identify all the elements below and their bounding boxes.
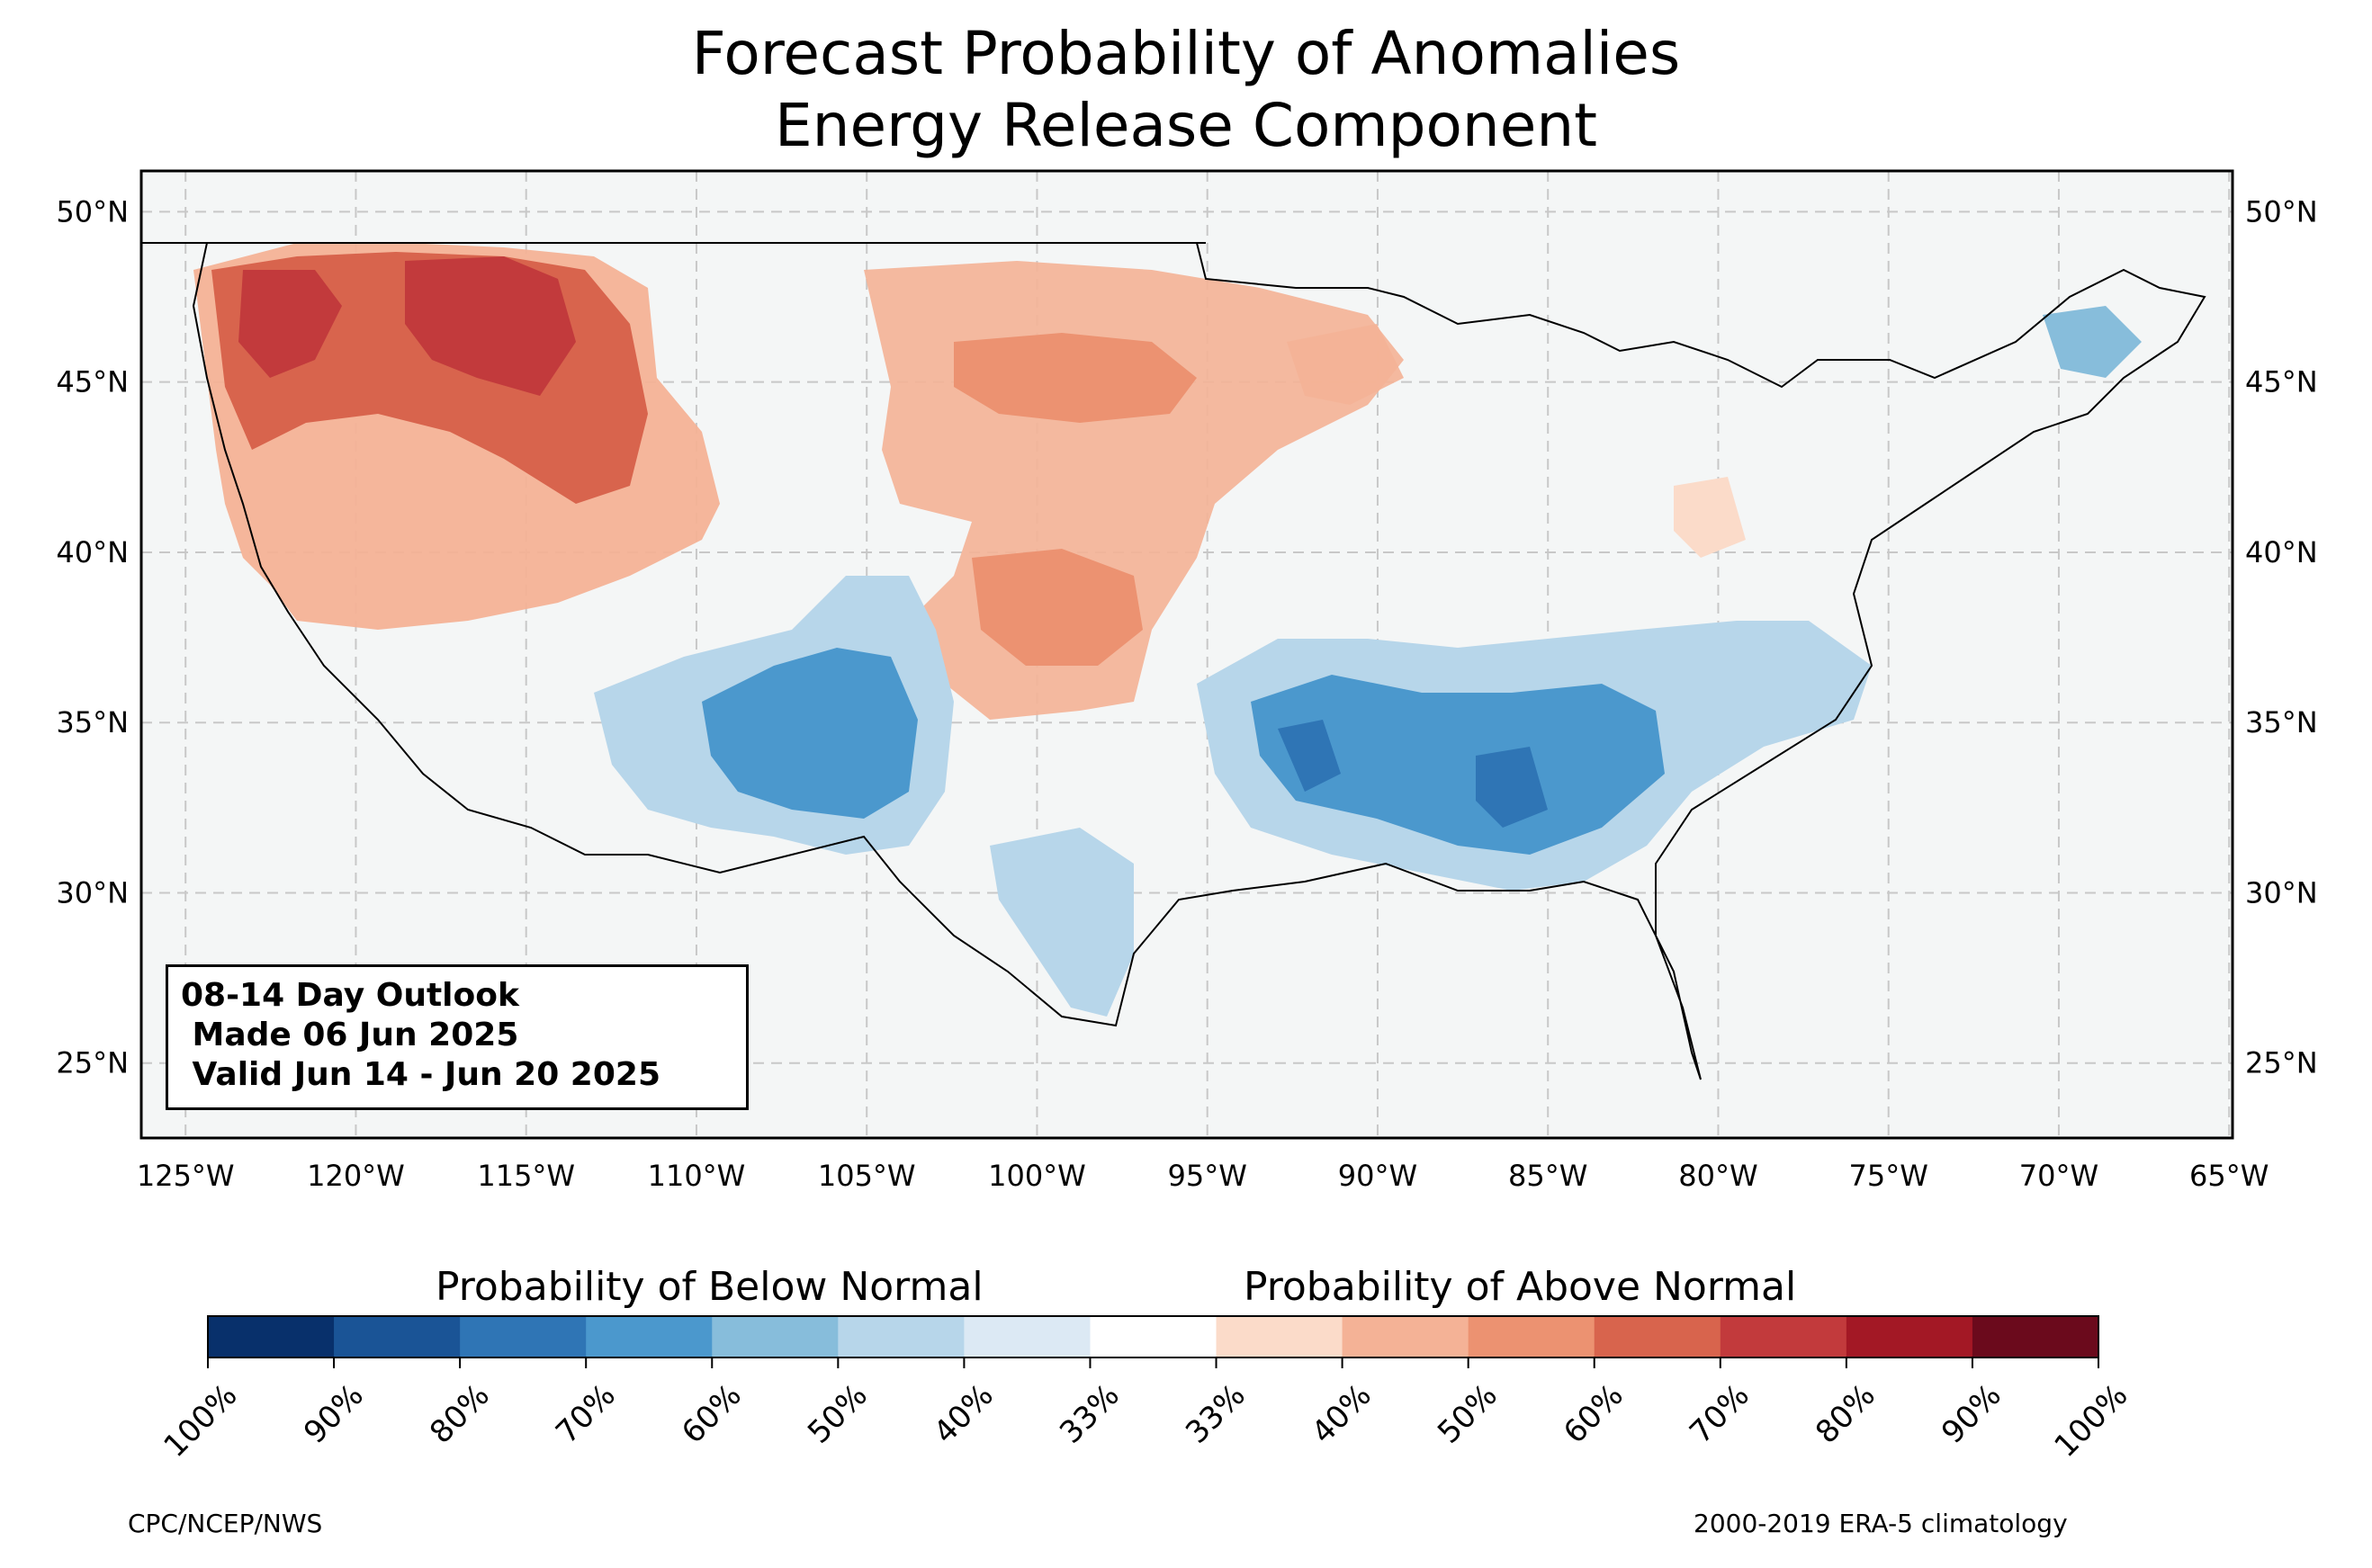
valid-period: Valid Jun 14 - Jun 20 2025: [181, 1056, 661, 1093]
below-normal-region-new-england: [2043, 306, 2142, 378]
latitude-label: 30°N: [56, 875, 129, 909]
colorbar-swatch: [1216, 1316, 1343, 1357]
colorbar-swatch: [1720, 1316, 1847, 1357]
map-frame: [139, 169, 2234, 1140]
below-normal-region-texas: [990, 828, 1134, 1017]
longitude-label: 90°W: [1338, 1159, 1417, 1193]
above-normal-region-idaho-montana: [405, 256, 576, 396]
below-normal-label: Probability of Below Normal: [436, 1264, 984, 1310]
latitude-label: 25°N: [56, 1046, 129, 1080]
latitude-label: 35°N: [2245, 705, 2318, 739]
colorbar-swatch: [964, 1316, 1091, 1357]
colorbar-swatch: [838, 1316, 965, 1357]
latitude-label: 40°N: [56, 535, 129, 569]
longitude-label: 105°W: [818, 1159, 916, 1193]
longitude-label: 75°W: [1849, 1159, 1928, 1193]
latitude-label: 45°N: [56, 365, 129, 399]
longitude-label: 100°W: [988, 1159, 1086, 1193]
above-normal-region-kansas: [972, 549, 1143, 666]
latitude-label: 35°N: [56, 705, 129, 739]
colorbar-swatch: [1090, 1316, 1217, 1357]
above-normal-region-oregon: [238, 270, 342, 378]
colorbar-swatch: [1972, 1316, 2099, 1357]
longitude-label: 80°W: [1678, 1159, 1757, 1193]
latitude-labels-left: 50°N 45°N 40°N 35°N 30°N 25°N: [56, 194, 129, 1080]
title-line-1: Forecast Probability of Anomalies: [691, 19, 1681, 88]
colorbar-swatch: [1846, 1316, 1973, 1357]
longitude-labels: 125°W 120°W 115°W 110°W 105°W 100°W 95°W 90°W 85…: [137, 1159, 2269, 1193]
below-normal-region-southeast-strongest: [1278, 720, 1548, 828]
colorbar-swatch: [586, 1316, 713, 1357]
latitude-labels-right: 50°N 45°N 40°N 35°N 30°N 25°N: [2245, 194, 2318, 1080]
title-line-2: Energy Release Component: [774, 91, 1598, 160]
longitude-label: 120°W: [307, 1159, 405, 1193]
latitude-label: 45°N: [2245, 365, 2318, 399]
colorbar-swatch: [334, 1316, 461, 1357]
outlook-info-box: 08-14 Day Outlook Made 06 Jun 2025 Valid…: [166, 964, 749, 1110]
colorbar-swatch: [1468, 1316, 1595, 1357]
latitude-label: 30°N: [2245, 875, 2318, 909]
colorbar-swatch: [208, 1316, 335, 1357]
above-normal-shading: [193, 243, 1746, 720]
us-outline: [192, 242, 2206, 1080]
outlook-period: 08-14 Day Outlook: [181, 977, 519, 1014]
source-credit: CPC/NCEP/NWS: [128, 1509, 323, 1538]
issue-date: Made 06 Jun 2025: [181, 1017, 519, 1053]
longitude-label: 70°W: [2019, 1159, 2098, 1193]
above-normal-region-dakotas: [954, 333, 1197, 423]
longitude-label: 85°W: [1508, 1159, 1587, 1193]
above-normal-region-pennsylvania: [1674, 477, 1746, 558]
longitude-label: 115°W: [477, 1159, 575, 1193]
colorbar-swatch: [712, 1316, 839, 1357]
colorbar-swatch: [1594, 1316, 1721, 1357]
latitude-label: 40°N: [2245, 535, 2318, 569]
colorbar-frame: [207, 1315, 2099, 1358]
longitude-label: 110°W: [648, 1159, 746, 1193]
colorbar-swatch: [460, 1316, 587, 1357]
climatology-note: 2000-2019 ERA-5 climatology: [1694, 1509, 2068, 1538]
colorbar: [207, 1315, 2099, 1368]
chart-title: Forecast Probability of Anomalies Energy…: [0, 18, 2372, 162]
longitude-label: 65°W: [2189, 1159, 2269, 1193]
colorbar-swatch: [1342, 1316, 1469, 1357]
below-normal-region-southeast-core: [1251, 675, 1665, 855]
coastlines-and-borders: [141, 242, 2206, 1080]
latitude-label: 25°N: [2245, 1046, 2318, 1080]
latitude-label: 50°N: [56, 194, 129, 228]
latitude-label: 50°N: [2245, 194, 2318, 228]
below-normal-region-southwest-core: [702, 648, 918, 819]
above-normal-label: Probability of Above Normal: [1244, 1264, 1797, 1310]
below-normal-shading: [594, 306, 2142, 1017]
longitude-label: 125°W: [137, 1159, 235, 1193]
longitude-label: 95°W: [1168, 1159, 1247, 1193]
above-normal-region-great-lakes: [1287, 324, 1404, 405]
